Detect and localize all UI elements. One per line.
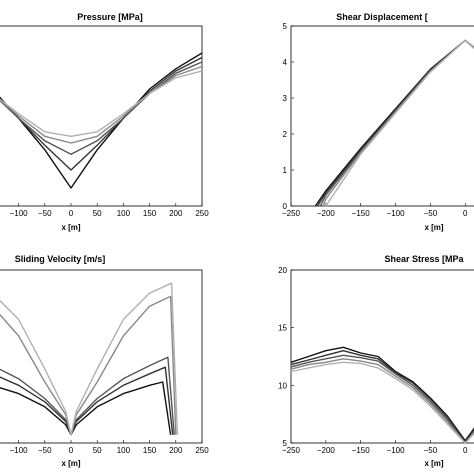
- x-tick-label: 0: [463, 209, 468, 218]
- panel-title: Shear Displacement [: [336, 12, 428, 22]
- x-tick-label: −150: [352, 209, 371, 218]
- plot-frame: [0, 25, 203, 207]
- y-tick-label: 3: [283, 94, 288, 103]
- x-ticks: −250 −200 −150 −100 −50 0: [282, 440, 468, 455]
- x-tick-label: 200: [169, 209, 183, 218]
- series-line: [0, 282, 179, 436]
- x-tick-label: −100: [387, 446, 406, 455]
- series-line: [0, 70, 203, 138]
- panel-title: Shear Stress [MPa: [384, 254, 464, 264]
- x-tick-label: 200: [169, 446, 183, 455]
- x-tick-label: −50: [424, 446, 438, 455]
- x-tick-label: 0: [69, 446, 74, 455]
- x-ticks: −100 −50 0 50 100 150 200 250: [10, 203, 209, 218]
- x-tick-label: 250: [195, 209, 209, 218]
- series-line: [290, 346, 474, 442]
- series-group: [0, 282, 179, 436]
- panel-title: Pressure [MPa]: [77, 12, 143, 22]
- series-group: [290, 346, 474, 444]
- x-tick-label: 50: [93, 446, 102, 455]
- panel-shear-stress: Shear Stress [MPa −250 −200 −150 −100 −50 0 5…: [278, 254, 474, 468]
- panel-title: Sliding Velocity [m/s]: [15, 254, 106, 264]
- x-ticks: −250 −200 −150 −100 −50 0: [282, 203, 468, 218]
- y-tick-label: 1: [283, 166, 288, 175]
- series-line: [0, 52, 203, 189]
- panel-sliding-velocity: Sliding Velocity [m/s] −100 −50 0 50 100 150 2…: [0, 254, 209, 468]
- x-axis-label: x [m]: [424, 223, 443, 232]
- y-tick-label: 4: [283, 58, 288, 67]
- y-tick-label: 20: [278, 266, 287, 275]
- series-line: [290, 350, 474, 443]
- y-tick-label: 0: [283, 202, 288, 211]
- x-axis-label: x [m]: [424, 459, 443, 468]
- x-tick-label: 100: [117, 446, 131, 455]
- series-line: [0, 381, 172, 436]
- x-tick-label: 250: [195, 446, 209, 455]
- x-tick-label: −200: [317, 446, 336, 455]
- x-tick-label: −50: [38, 209, 52, 218]
- x-tick-label: −50: [424, 209, 438, 218]
- y-ticks: 0 1 2 3 4 5: [283, 22, 294, 211]
- series-line: [290, 354, 474, 444]
- series-line: [316, 39, 474, 207]
- x-tick-label: −250: [282, 446, 301, 455]
- x-tick-label: 150: [143, 446, 157, 455]
- y-tick-label: 15: [278, 324, 287, 333]
- x-tick-label: 150: [143, 209, 157, 218]
- x-tick-label: −100: [10, 446, 29, 455]
- y-tick-label: 2: [283, 130, 288, 139]
- series-line: [0, 295, 177, 436]
- series-line: [290, 361, 474, 444]
- series-line: [0, 56, 203, 171]
- panel-pressure: Pressure [MPa] −100 −50 0 50 100 150 200 250 x …: [0, 12, 209, 232]
- series-line: [325, 39, 474, 207]
- x-tick-label: 0: [463, 446, 468, 455]
- x-tick-label: −100: [387, 209, 406, 218]
- y-ticks: 5 10 15 20: [278, 266, 294, 448]
- series-line: [322, 39, 474, 207]
- series-group: [0, 52, 203, 189]
- x-tick-label: −200: [317, 209, 336, 218]
- x-tick-label: −150: [352, 446, 371, 455]
- x-axis-label: x [m]: [61, 459, 80, 468]
- x-tick-label: 0: [69, 209, 74, 218]
- x-tick-label: −100: [10, 209, 29, 218]
- panel-shear-displacement: Shear Displacement [ −250 −200 −150 −100 −50…: [282, 12, 474, 232]
- y-tick-label: 5: [283, 439, 288, 448]
- x-tick-label: −250: [282, 209, 301, 218]
- y-tick-label: 5: [283, 22, 288, 31]
- x-tick-label: 50: [93, 209, 102, 218]
- x-tick-label: −50: [38, 446, 52, 455]
- x-tick-label: 100: [117, 209, 131, 218]
- plot-frame: [290, 269, 474, 444]
- series-line: [290, 358, 474, 444]
- y-tick-label: 10: [278, 381, 287, 390]
- x-axis-label: x [m]: [61, 223, 80, 232]
- series-group: [314, 39, 474, 207]
- plot-frame: [290, 25, 474, 207]
- series-line: [0, 356, 175, 436]
- x-ticks: −100 −50 0 50 100 150 200 250: [10, 440, 209, 455]
